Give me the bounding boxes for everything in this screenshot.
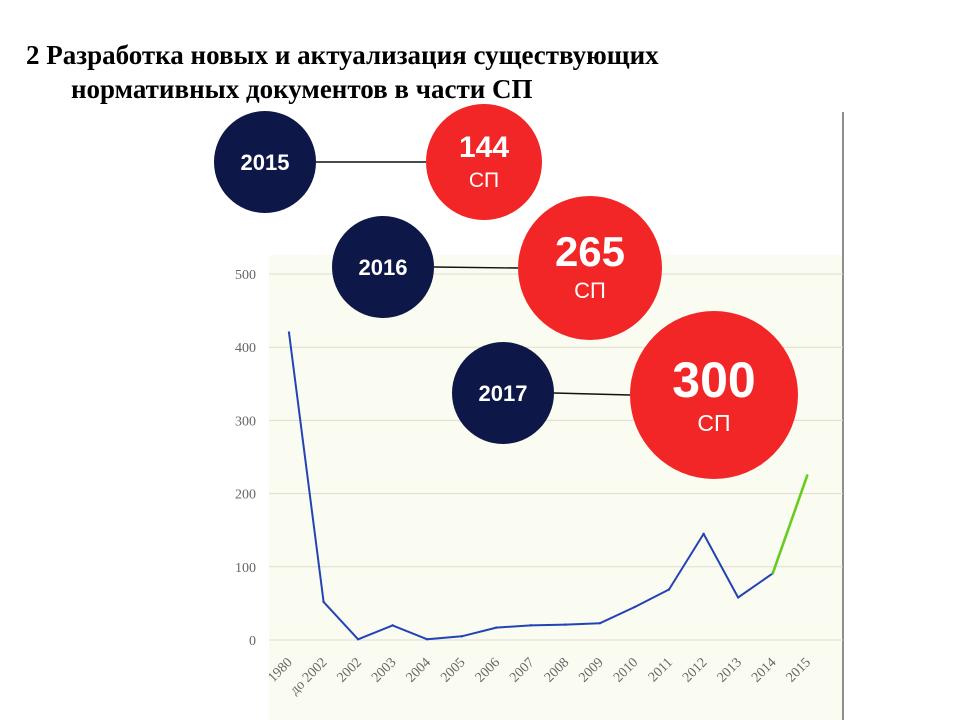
year-bubble — [452, 342, 554, 444]
count-unit: СП — [469, 169, 499, 192]
bubble-connector — [553, 392, 631, 396]
series-line — [771, 474, 809, 574]
bubble-group: 2015 144 СП — [214, 104, 542, 220]
year-label: 2015 — [241, 150, 290, 175]
data-point — [736, 596, 740, 599]
data-point — [564, 623, 567, 626]
year-bubble — [332, 216, 434, 318]
data-point — [702, 532, 705, 536]
y-tick-label: 500 — [235, 268, 256, 283]
data-point — [529, 624, 533, 627]
bubble-group: 2016 265 СП — [332, 196, 662, 340]
count-value: 300 — [672, 352, 755, 408]
bubble-connector — [433, 266, 519, 269]
count-bubble — [630, 311, 798, 479]
slide-title-line2: нормативных документов в части СП — [71, 74, 533, 104]
data-point — [356, 638, 360, 641]
count-value: 265 — [555, 228, 625, 275]
data-point — [806, 474, 809, 477]
year-bubble — [214, 111, 316, 213]
data-point — [322, 600, 325, 604]
data-point — [667, 588, 671, 591]
count-value: 144 — [459, 131, 509, 164]
count-unit: СП — [697, 410, 730, 436]
y-tick-label: 300 — [235, 414, 256, 429]
data-point — [426, 638, 429, 641]
y-tick-label: 400 — [235, 341, 256, 356]
count-bubble — [518, 196, 662, 340]
slide-title: 2 Разработка новых и актуализация сущест… — [26, 38, 926, 106]
data-point — [771, 572, 774, 575]
data-point — [391, 624, 394, 627]
y-tick-label: 0 — [249, 634, 256, 649]
y-tick-labels: 0 100 200 300 400 500 — [235, 268, 256, 649]
data-point — [287, 331, 291, 334]
data-point — [495, 626, 498, 629]
year-label: 2016 — [359, 255, 408, 280]
data-point — [598, 621, 602, 625]
data-point — [460, 635, 463, 638]
count-bubble — [426, 104, 542, 220]
year-label: 2017 — [479, 381, 528, 406]
y-tick-label: 200 — [235, 488, 256, 503]
y-tick-label: 100 — [235, 561, 256, 576]
slide-title-line1: 2 Разработка новых и актуализация сущест… — [26, 40, 659, 70]
count-unit: СП — [574, 278, 606, 303]
data-point — [633, 605, 636, 609]
data-points — [287, 331, 809, 641]
